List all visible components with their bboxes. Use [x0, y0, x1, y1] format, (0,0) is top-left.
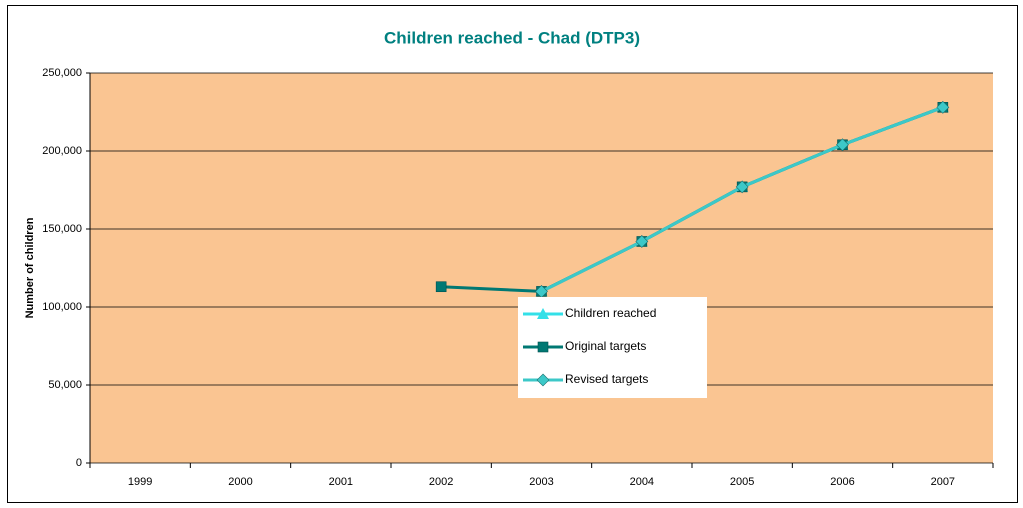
chart-title: Children reached - Chad (DTP3): [384, 28, 640, 47]
x-tick-label: 2003: [529, 476, 553, 488]
x-tick-label: 2001: [329, 476, 353, 488]
x-tick-label: 2006: [830, 476, 854, 488]
marker: [536, 373, 550, 387]
y-tick-label: 100,000: [42, 301, 82, 313]
legend: Children reached Original targets Revised …: [518, 297, 707, 398]
marker: [836, 138, 849, 152]
y-tick-label: 250,000: [42, 67, 82, 79]
marker: [537, 341, 549, 353]
x-tick-label: 2005: [730, 476, 754, 488]
x-tick-label: 2004: [630, 476, 654, 488]
x-tick-label: 2002: [429, 476, 453, 488]
plot-area: [90, 73, 993, 463]
legend-label: Revised targets: [565, 372, 648, 386]
x-tick-label: 2007: [931, 476, 955, 488]
legend-label: Children reached: [565, 306, 656, 320]
marker: [735, 180, 749, 194]
y-tick-label: 50,000: [48, 379, 82, 391]
marker: [635, 235, 649, 248]
y-axis-title: Number of children: [24, 217, 36, 318]
legend-label: Original targets: [565, 339, 646, 353]
marker: [537, 308, 549, 319]
y-tick-label: 150,000: [42, 223, 82, 235]
marker: [936, 100, 950, 114]
y-tick-label: 200,000: [42, 145, 82, 157]
x-tick-label: 1999: [128, 476, 152, 488]
y-tick-label: 0: [76, 457, 82, 469]
marker: [435, 281, 447, 293]
x-tick-label: 2000: [228, 476, 252, 488]
